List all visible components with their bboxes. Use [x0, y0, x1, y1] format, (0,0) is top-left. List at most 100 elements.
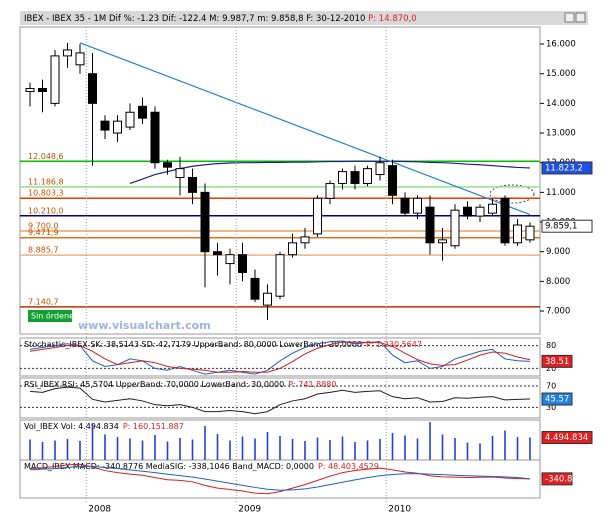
volume-bar	[79, 441, 81, 460]
value-tag-label: 38.51	[545, 357, 569, 367]
candle-body	[350, 171, 360, 184]
volume-bar	[241, 436, 244, 460]
volume-bar	[266, 432, 269, 460]
level-label: 11.186,8	[28, 177, 64, 186]
candle-body	[413, 197, 422, 214]
orders-badge	[28, 310, 72, 322]
series-line	[29, 465, 531, 491]
candle-body	[25, 88, 35, 92]
volume-bar	[191, 439, 194, 460]
panel-title-text: MACD_IBEX MACD: -340,8776 MediaSIG: -338…	[24, 462, 314, 471]
panel-title: Stochastic_IBEX SK: 38,5143 SD: 42,7179 …	[24, 340, 422, 349]
candle-body	[363, 168, 372, 184]
panel-title-text: Stochastic_IBEX SK: 38,5143 SD: 42,7179 …	[24, 340, 362, 349]
volume-bar	[516, 437, 519, 460]
panel-title: RSI_IBEX RSI: 45,5704 UpperBand: 70,0000…	[24, 380, 336, 389]
volume-bar	[216, 434, 219, 460]
y-tick-label: 30	[546, 403, 556, 412]
panel-price: P: 1.230,5647	[366, 340, 422, 349]
stochastic-panel	[19, 337, 541, 377]
candle-body	[288, 242, 297, 256]
volume-bar	[179, 438, 181, 460]
value-tag-label: 11.823,2	[545, 163, 583, 173]
candle-body	[275, 254, 285, 297]
value-tag	[541, 219, 593, 233]
main-panel	[19, 26, 541, 335]
level-label: 10.803,3	[28, 189, 64, 198]
volume-bar	[466, 442, 469, 460]
panel-title-text: RSI_IBEX RSI: 45,5704 UpperBand: 70,0000…	[24, 380, 284, 389]
candle-body	[450, 209, 460, 247]
volume-bar	[116, 437, 119, 460]
candle-body	[263, 292, 272, 306]
volume-bar	[316, 437, 319, 460]
panel-price: P: 160.151.887	[123, 422, 184, 431]
y-tick-label: 15.000	[546, 69, 576, 79]
volume-bar	[104, 434, 106, 460]
panel-price: P: 741,8880	[288, 380, 336, 389]
volume-bar	[54, 440, 56, 460]
candle-body	[175, 168, 185, 179]
level-label: 12.048,6	[28, 152, 64, 161]
value-tag	[541, 472, 573, 486]
minimize-button[interactable]	[564, 12, 575, 23]
volume-bar	[454, 438, 456, 460]
y-tick-label: 80	[546, 341, 556, 350]
value-tag	[541, 354, 573, 368]
panel-price: P: 48.403,4529	[318, 462, 379, 471]
candle-body	[200, 191, 210, 253]
candle-body	[525, 225, 535, 241]
candle-body	[163, 162, 172, 168]
candle-body	[125, 111, 135, 128]
panel-title: MACD_IBEX MACD: -340,8776 MediaSIG: -338…	[24, 462, 379, 471]
y-tick-label: 9.000	[546, 247, 570, 257]
candle-body	[250, 277, 260, 300]
volume-bar	[154, 435, 156, 460]
x-tick-label: 2010	[388, 505, 411, 515]
candle-body	[38, 88, 47, 92]
value-tag	[541, 161, 593, 175]
candle-body	[225, 254, 235, 265]
series-line	[29, 386, 531, 415]
series-line	[29, 463, 531, 495]
candle-body	[238, 254, 247, 273]
value-tag-label: 45.57	[545, 395, 569, 405]
value-tag	[541, 392, 573, 406]
candle-body	[500, 197, 510, 244]
volume-bar	[279, 436, 281, 460]
candle-body	[213, 251, 222, 256]
candle-body	[325, 182, 335, 199]
volume-bar	[416, 438, 419, 460]
title-price: P: 14.870,0	[368, 14, 417, 24]
volume-bar	[66, 439, 69, 460]
candle-body	[75, 52, 85, 66]
candle-body	[113, 120, 122, 134]
series-line	[29, 341, 531, 373]
candle-body	[188, 177, 197, 193]
volume-bar	[329, 440, 331, 460]
x-tick-label: 2008	[88, 505, 111, 515]
candle-body	[400, 197, 410, 214]
highlight-ellipse	[489, 184, 535, 204]
y-tick-label: 14.000	[546, 99, 576, 109]
volume-bar	[529, 437, 531, 460]
volume-bar	[91, 424, 94, 460]
candle-body	[50, 55, 60, 104]
level-label: 10.210,0	[28, 206, 64, 215]
y-tick-label: 11.000	[546, 188, 576, 198]
title-bar	[20, 11, 588, 25]
candle-body	[63, 49, 72, 57]
volume-bar	[504, 430, 506, 460]
candle-body	[425, 206, 435, 244]
close-button[interactable]	[575, 12, 586, 23]
candle-body	[88, 73, 97, 104]
y-tick-label: 13.000	[546, 129, 576, 139]
volume-bar	[141, 440, 144, 460]
volume-bar	[229, 440, 231, 460]
volume-bar	[166, 441, 169, 460]
candle-body	[488, 203, 497, 214]
volume-bar	[429, 422, 431, 460]
value-tag-label: 4.494.834	[545, 433, 588, 443]
